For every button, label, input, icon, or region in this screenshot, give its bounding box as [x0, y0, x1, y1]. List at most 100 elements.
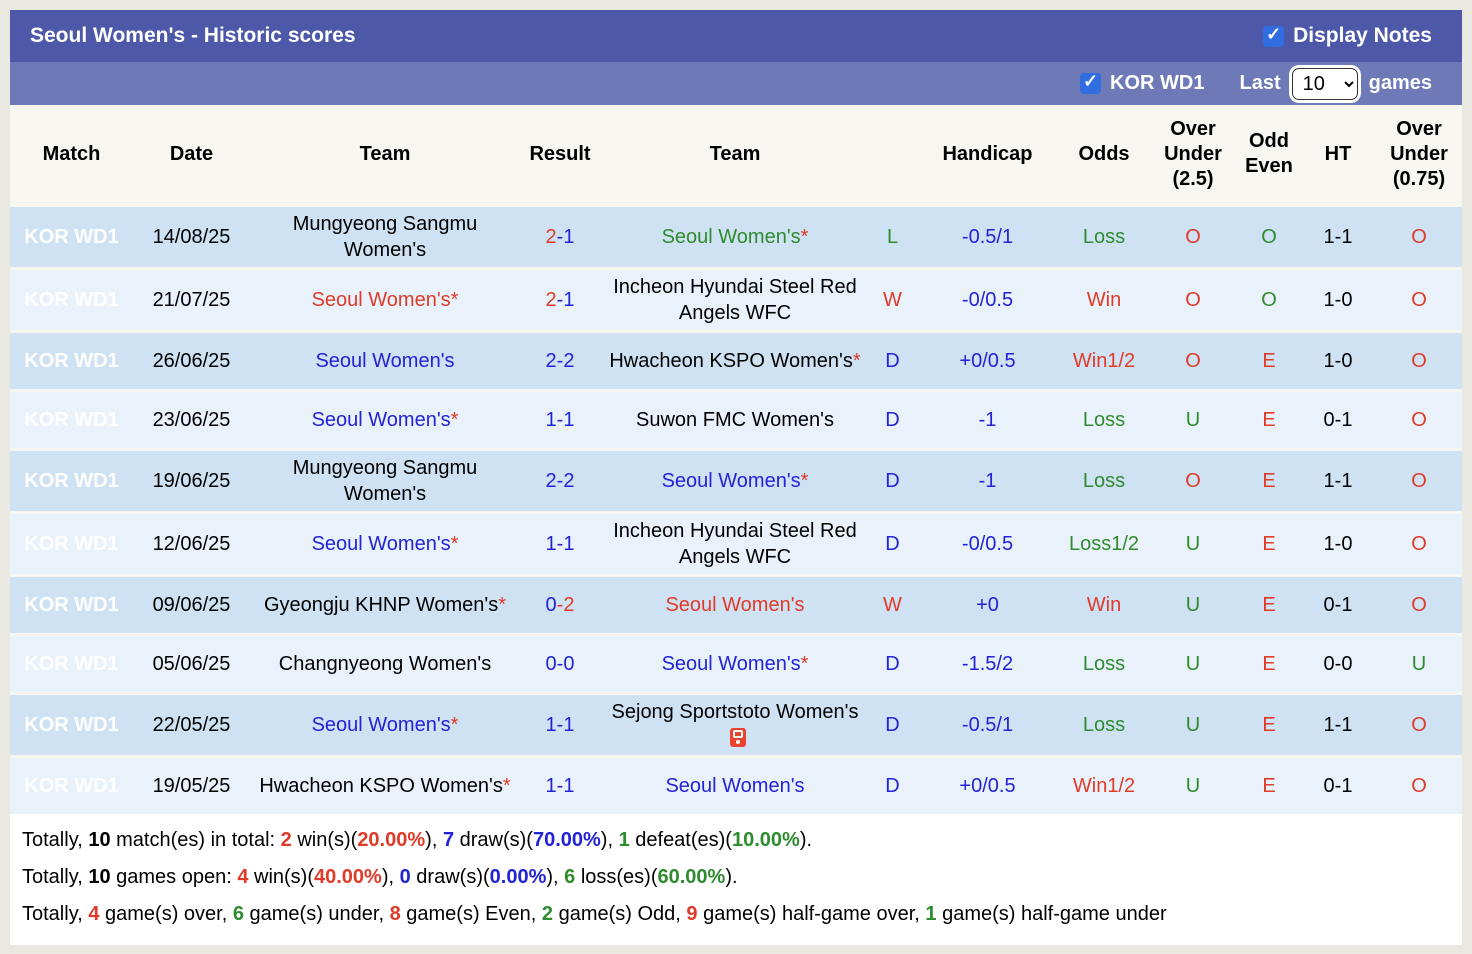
summary-segment: ), — [381, 865, 400, 888]
home-team-cell: Mungyeong Sangmu Women's — [250, 447, 520, 512]
team-name: Hwacheon KSPO Women's — [259, 774, 503, 797]
title-bar: Seoul Women's - Historic scores Display … — [10, 10, 1462, 62]
display-notes-checkbox[interactable] — [1263, 24, 1285, 47]
filter-bar: KOR WD1 Last 10 games — [10, 62, 1462, 105]
display-notes-toggle[interactable]: Display Notes — [1263, 24, 1432, 48]
away-team-cell: Seoul Women's* — [600, 447, 870, 512]
col-header-result: Result — [529, 142, 591, 165]
table-row: KOR WD1 14/08/25 Mungyeong Sangmu Women's 2… — [10, 203, 1462, 268]
ht-cell: 0-1 — [1300, 754, 1376, 814]
ht-cell: 1-1 — [1300, 447, 1376, 512]
team-name: Incheon Hyundai Steel Red Angels WFC — [613, 519, 857, 568]
team-name: Hwacheon KSPO Women's — [609, 349, 853, 372]
summary-segment: 2 — [280, 828, 292, 851]
team-name: Seoul Women's — [311, 713, 451, 736]
handicap-cell: -0/0.5 — [915, 510, 1060, 575]
result-home-score: 1 — [545, 774, 557, 797]
table-body: KOR WD1 14/08/25 Mungyeong Sangmu Women's 2… — [10, 203, 1462, 814]
summary-segment: 20.00% — [357, 828, 426, 851]
match-league-cell: KOR WD1 — [10, 510, 133, 575]
date-cell: 22/05/25 — [133, 691, 250, 756]
result-home-score: 2 — [545, 288, 557, 311]
home-team-cell: Gyeongju KHNP Women's* — [250, 573, 520, 634]
over-under-25-cell: U — [1148, 691, 1238, 756]
display-notes-label: Display Notes — [1293, 24, 1432, 47]
result-separator: - — [556, 593, 564, 616]
table-row: KOR WD1 22/05/25 Seoul Women's* 1-1 Sejong S… — [10, 691, 1462, 756]
star-marker: * — [498, 593, 507, 616]
page-title: Seoul Women's - Historic scores — [30, 24, 356, 47]
odd-even-cell: O — [1238, 266, 1300, 331]
handicap-cell: -1.5/2 — [915, 632, 1060, 693]
result-separator: - — [556, 408, 564, 431]
away-team-cell: Hwacheon KSPO Women's* — [600, 329, 870, 390]
wdl-cell: W — [870, 266, 915, 331]
result-cell: 2-1 — [520, 266, 600, 331]
over-under-075-cell: U — [1376, 632, 1462, 693]
summary-segment: 4 — [237, 865, 249, 888]
table-row: KOR WD1 23/06/25 Seoul Women's* 1-1 Suwon FM… — [10, 388, 1462, 449]
away-team-cell: Incheon Hyundai Steel Red Angels WFC — [600, 510, 870, 575]
result-separator: - — [556, 225, 564, 248]
table-row: KOR WD1 09/06/25 Gyeongju KHNP Women's* 0-2… — [10, 573, 1462, 634]
summary-segment: games open: — [110, 865, 238, 888]
match-league-cell: KOR WD1 — [10, 447, 133, 512]
home-team-cell: Seoul Women's* — [250, 691, 520, 756]
summary-segment: game(s) over, — [99, 902, 233, 925]
result-cell: 2-1 — [520, 203, 600, 268]
col-header-ht: HT — [1324, 142, 1352, 165]
col-header-team-away: Team — [709, 142, 761, 165]
col-header-team-home: Team — [359, 142, 411, 165]
result-away-score: 1 — [563, 774, 575, 797]
col-header-odds: Odds — [1078, 142, 1130, 165]
wdl-cell: D — [870, 510, 915, 575]
home-team-cell: Seoul Women's* — [250, 388, 520, 449]
wdl-cell: D — [870, 691, 915, 756]
over-under-25-cell: U — [1148, 632, 1238, 693]
over-under-075-cell: O — [1376, 329, 1462, 390]
team-name: Seoul Women's — [311, 408, 451, 431]
match-league-cell: KOR WD1 — [10, 388, 133, 449]
summary: Totally, 10 match(es) in total: 2 win(s)… — [10, 813, 1462, 945]
odds-cell: Loss — [1060, 447, 1148, 512]
home-team-cell: Changnyeong Women's — [250, 632, 520, 693]
col-header-over-under-075: Over Under (0.75) — [1390, 117, 1448, 190]
over-under-075-cell: O — [1376, 691, 1462, 756]
summary-segment: win(s)( — [291, 828, 358, 851]
summary-segment: game(s) Odd, — [553, 902, 687, 925]
away-team-cell: Incheon Hyundai Steel Red Angels WFC — [600, 266, 870, 331]
team-name: Seoul Women's — [665, 774, 805, 797]
star-marker: * — [450, 288, 459, 311]
home-team-cell: Hwacheon KSPO Women's* — [250, 754, 520, 814]
ht-cell: 0-1 — [1300, 388, 1376, 449]
games-select[interactable]: 10 — [1291, 67, 1358, 100]
result-home-score: 1 — [545, 532, 557, 555]
summary-segment: ). — [725, 865, 738, 888]
result-cell: 1-1 — [520, 510, 600, 575]
league-checkbox[interactable] — [1080, 71, 1102, 94]
league-toggle[interactable]: KOR WD1 — [1080, 71, 1205, 95]
handicap-cell: -1 — [915, 447, 1060, 512]
summary-segment: 10 — [88, 865, 111, 888]
summary-segment: 2 — [541, 902, 554, 925]
odds-cell: Win — [1060, 266, 1148, 331]
red-card-icon — [729, 727, 746, 747]
date-cell: 21/07/25 — [133, 266, 250, 331]
summary-segment: 10 — [88, 828, 111, 851]
over-under-075-cell: O — [1376, 266, 1462, 331]
summary-segment: 7 — [442, 828, 455, 851]
summary-segment: game(s) half-game under — [936, 902, 1167, 925]
result-home-score: 0 — [545, 593, 557, 616]
ht-cell: 0-0 — [1300, 632, 1376, 693]
last-label: Last — [1239, 72, 1281, 94]
result-away-score: 1 — [563, 532, 575, 555]
odd-even-cell: E — [1238, 754, 1300, 814]
result-away-score: 1 — [563, 288, 575, 311]
date-cell: 26/06/25 — [133, 329, 250, 390]
summary-segment: game(s) half-game over, — [697, 902, 926, 925]
summary-segment: game(s) under, — [243, 902, 390, 925]
match-league-cell: KOR WD1 — [10, 203, 133, 268]
summary-segment: win(s)( — [248, 865, 314, 888]
table-header-row: Match Date Team Result Team Handicap Odds Over … — [10, 105, 1462, 205]
summary-line: Totally, 10 games open: 4 win(s)(40.00%)… — [22, 859, 1450, 896]
